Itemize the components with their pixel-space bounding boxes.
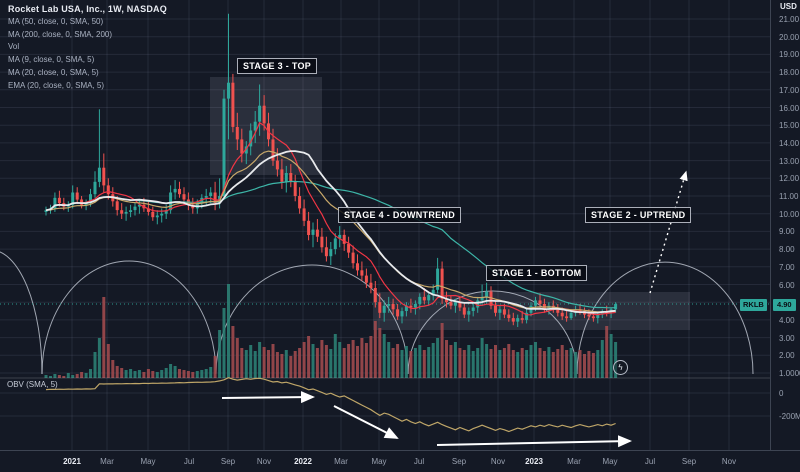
time-axis-year-label: 2023 — [525, 457, 543, 466]
time-axis[interactable]: 2021 Mar May Jul Sep Nov 2022 Mar May Jul Sep Nov 20… — [0, 450, 800, 472]
price-axis-label: 9.00 — [779, 227, 795, 236]
price-axis-label: 10.00 — [779, 210, 800, 219]
time-axis-month-label: Sep — [220, 457, 236, 466]
price-axis[interactable]: USD 4.90 21.00 20.00 19.00 18.00 17.00 16.00 1… — [770, 0, 800, 450]
chart-canvas[interactable] — [0, 0, 770, 450]
price-axis-label: 21.00 — [779, 15, 800, 24]
obv-indicator-label[interactable]: OBV (SMA, 5) — [7, 380, 58, 389]
price-axis-label: 13.00 — [779, 157, 800, 166]
chart-legend: Rocket Lab USA, Inc., 1W, NASDAQ MA (50,… — [8, 4, 167, 92]
price-axis-label: 7.00 — [779, 263, 795, 272]
obv-axis-label: 0 — [779, 389, 784, 398]
price-axis-label: 2.00 — [779, 351, 795, 360]
stage4-downtrend-label[interactable]: STAGE 4 - DOWNTREND — [338, 207, 462, 223]
time-axis-month-label: May — [602, 457, 618, 466]
time-axis-year-label: 2022 — [294, 457, 312, 466]
stage3-top-label[interactable]: STAGE 3 - TOP — [237, 58, 318, 74]
time-axis-month-label: Jul — [183, 457, 195, 466]
stage-highlight-zones — [210, 77, 690, 330]
time-axis-month-label: Mar — [334, 457, 348, 466]
time-axis-month-label: Nov — [256, 457, 272, 466]
time-axis-month-label: Mar — [567, 457, 581, 466]
stage1-bottom-label[interactable]: STAGE 1 - BOTTOM — [486, 265, 588, 281]
time-axis-month-label: Nov — [721, 457, 737, 466]
legend-indicator-row[interactable]: MA (9, close, 0, SMA, 5) — [8, 55, 95, 65]
symbol-price-badge: RKLB — [740, 299, 767, 311]
time-axis-month-label: Nov — [490, 457, 506, 466]
time-axis-month-label: Jul — [413, 457, 425, 466]
time-axis-month-label: Sep — [451, 457, 467, 466]
symbol-title[interactable]: Rocket Lab USA, Inc., 1W, NASDAQ — [8, 4, 167, 14]
lightning-circle-icon[interactable]: ϟ — [613, 360, 628, 375]
time-axis-month-label: May — [140, 457, 156, 466]
price-axis-label: 4.00 — [779, 316, 795, 325]
price-axis-label: 20.00 — [779, 33, 800, 42]
price-axis-label: 12.00 — [779, 174, 800, 183]
legend-indicator-row[interactable]: Vol — [8, 42, 20, 52]
volume-histogram — [44, 284, 618, 378]
indicator-legend-rows: MA (50, close, 0, SMA, 50) MA (200, close… — [8, 16, 167, 92]
obv-axis-label: -200M — [779, 412, 800, 421]
time-axis-year-label: 2021 — [63, 457, 81, 466]
cycle-arc-drawings[interactable] — [0, 250, 770, 375]
time-axis-month-label: Sep — [681, 457, 697, 466]
price-axis-label: 11.00 — [779, 192, 799, 201]
price-axis-label: 15.00 — [779, 121, 800, 130]
price-axis-label: 8.00 — [779, 245, 795, 254]
legend-indicator-row[interactable]: MA (20, close, 0, SMA, 5) — [8, 67, 99, 77]
price-axis-label: 3.00 — [779, 334, 795, 343]
time-axis-month-label: May — [371, 457, 387, 466]
stage2-uptrend-label[interactable]: STAGE 2 - UPTREND — [585, 207, 692, 223]
legend-indicator-row[interactable]: MA (50, close, 0, SMA, 50) — [8, 17, 104, 26]
currency-label: USD — [780, 2, 797, 11]
last-price-badge: 4.90 — [773, 299, 796, 311]
moving-average-lines — [0, 121, 770, 379]
annotation-arrows[interactable] — [221, 170, 688, 448]
candlestick-series — [44, 13, 618, 327]
time-axis-month-label: Mar — [100, 457, 114, 466]
price-axis-label: 6.00 — [779, 281, 795, 290]
time-axis-month-label: Jul — [644, 457, 656, 466]
price-axis-label: 14.00 — [779, 139, 800, 148]
price-axis-label: 19.00 — [779, 50, 800, 59]
price-axis-label: 18.00 — [779, 68, 800, 77]
legend-indicator-row[interactable]: MA (200, close, 0, SMA, 200) — [8, 29, 113, 39]
price-axis-label: 16.00 — [779, 104, 800, 113]
legend-indicator-row[interactable]: EMA (20, close, 0, SMA, 5) — [8, 80, 105, 90]
obv-line — [45, 377, 616, 433]
price-axis-label: 17.00 — [779, 86, 800, 95]
